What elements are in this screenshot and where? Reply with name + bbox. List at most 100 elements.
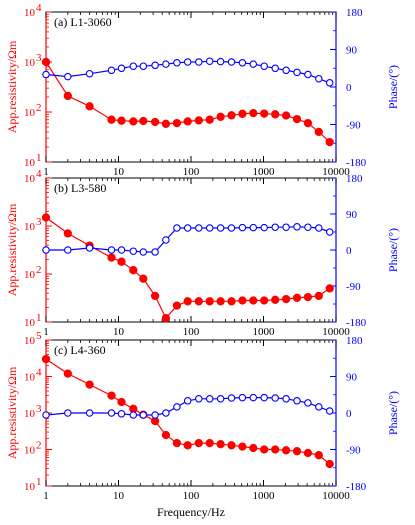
resistivity-point — [325, 459, 334, 469]
phase-point — [183, 224, 192, 232]
x-tick-label: 1000 — [253, 326, 276, 338]
y-right-tick-label: 180 — [346, 173, 363, 185]
phase-point — [325, 228, 334, 236]
resistivity-point — [260, 296, 269, 305]
phase-point — [238, 59, 247, 67]
resistivity-point — [303, 448, 313, 458]
x-tick-label: 1 — [43, 326, 49, 338]
phase-point — [260, 223, 268, 232]
resistivity-point — [238, 109, 247, 118]
x-tick-label: 10000 — [322, 166, 350, 178]
resistivity-point — [227, 441, 236, 450]
phase-point — [238, 223, 247, 232]
resistivity-point — [85, 380, 94, 389]
resistivity-point — [194, 297, 203, 306]
phase-point — [139, 62, 148, 70]
phase-point — [238, 393, 247, 402]
y-left-tick-exponent: 4 — [36, 367, 42, 379]
y-right-tick-label: 180 — [346, 335, 363, 347]
x-tick-label: 10 — [113, 326, 125, 338]
x-tick-label: 1000 — [253, 490, 276, 502]
resistivity-point — [85, 102, 94, 111]
y-right-axis-label: Phase/(°) — [386, 65, 400, 109]
y-left-tick-exponent: 3 — [36, 216, 42, 228]
y-left-tick-exponent: 3 — [36, 52, 42, 64]
phase-point — [129, 62, 138, 70]
phase-point — [183, 397, 192, 405]
phase-point — [205, 395, 214, 403]
phase-point — [271, 394, 279, 402]
resistivity-point — [139, 116, 148, 126]
resistivity-point — [314, 451, 323, 460]
y-right-tick-label: -90 — [346, 120, 361, 132]
phase-point — [271, 223, 279, 231]
resistivity-point — [107, 391, 116, 400]
panel-label: (b) L3-580 — [54, 181, 106, 195]
resistivity-point — [172, 438, 182, 448]
resistivity-point — [216, 297, 225, 306]
y-left-tick-exponent: 2 — [36, 102, 42, 114]
phase-point — [282, 223, 290, 231]
x-tick-label: 10 — [113, 490, 125, 502]
y-left-tick-exponent: 2 — [36, 440, 42, 452]
resistivity-point — [183, 297, 192, 306]
phase-point — [195, 58, 203, 66]
y-left-tick-label: 10 — [24, 107, 36, 119]
resistivity-point — [107, 115, 116, 124]
phase-point — [325, 407, 334, 415]
phase-point — [107, 409, 116, 417]
resistivity-point — [139, 274, 148, 283]
phase-point — [205, 57, 214, 65]
phase-point — [249, 223, 258, 232]
phase-point — [42, 70, 50, 79]
y-left-tick-label: 10 — [24, 481, 36, 493]
phase-point — [162, 236, 170, 244]
resistivity-point — [41, 57, 51, 67]
phase-point — [162, 60, 170, 68]
phase-point — [282, 66, 290, 75]
x-tick-label: 100 — [183, 166, 200, 178]
resistivity-point — [183, 441, 192, 450]
phase-point — [195, 395, 203, 403]
y-right-tick-label: -180 — [346, 157, 367, 169]
phase-point — [151, 61, 159, 70]
y-right-axis-label: Phase/(°) — [386, 228, 400, 272]
resistivity-point — [194, 438, 203, 448]
phase-point — [227, 394, 236, 402]
y-left-tick-label: 10 — [24, 221, 36, 233]
resistivity-point — [205, 297, 214, 306]
x-tick-label: 1 — [43, 166, 49, 178]
phase-point — [151, 411, 159, 419]
resistivity-point — [281, 446, 291, 455]
resistivity-point — [63, 369, 72, 378]
y-right-tick-label: 180 — [346, 7, 363, 19]
phase-point — [195, 224, 203, 232]
y-left-axis-label: App.resistivity/Ωm — [5, 40, 19, 133]
resistivity-point — [150, 291, 160, 301]
y-left-tick-label: 10 — [24, 317, 36, 329]
phase-point — [107, 246, 116, 254]
y-left-tick-label: 10 — [24, 372, 36, 384]
resistivity-point — [271, 110, 280, 119]
phase-point — [64, 409, 72, 417]
phase-point — [315, 403, 323, 411]
phase-point — [162, 409, 170, 417]
phase-point — [304, 399, 312, 407]
resistivity-point — [325, 284, 334, 293]
phase-point — [139, 411, 148, 419]
phase-point — [42, 246, 50, 254]
y-right-tick-label: 90 — [346, 372, 358, 384]
phase-point — [173, 59, 181, 67]
phase-point — [117, 410, 126, 418]
resistivity-point — [314, 127, 323, 137]
resistivity-point — [107, 253, 116, 262]
resistivity-point — [150, 117, 160, 127]
y-left-tick-exponent: 3 — [36, 403, 42, 415]
resistivity-point — [260, 445, 269, 454]
phase-point — [249, 60, 258, 68]
phase-point — [304, 223, 312, 231]
y-right-axis-label: Phase/(°) — [386, 391, 400, 435]
phase-point — [293, 68, 301, 77]
